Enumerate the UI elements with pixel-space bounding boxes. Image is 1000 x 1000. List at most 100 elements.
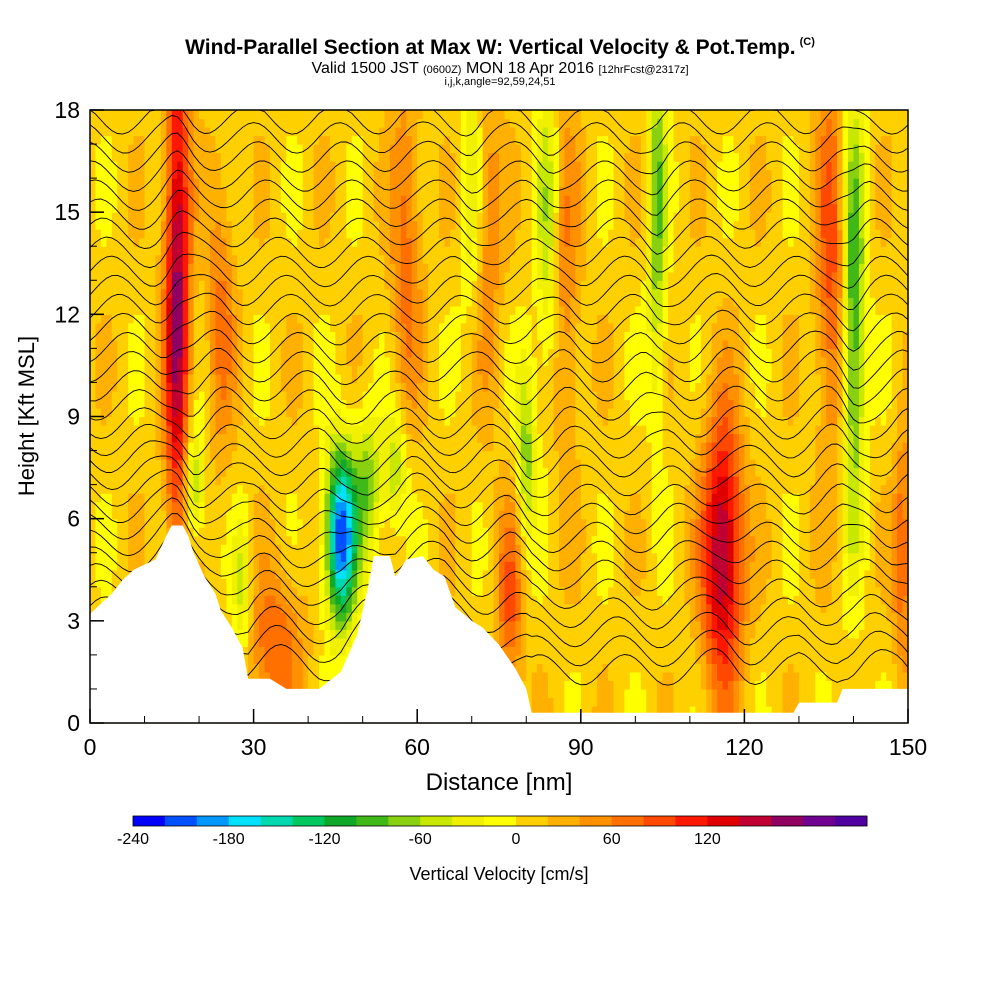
velocity-cell <box>471 535 478 545</box>
velocity-cell <box>319 569 326 579</box>
velocity-cell <box>842 620 849 630</box>
velocity-cell <box>831 629 838 639</box>
velocity-cell <box>711 484 718 494</box>
velocity-cell <box>706 663 713 673</box>
velocity-cell <box>526 493 533 503</box>
velocity-cell <box>509 501 516 511</box>
velocity-cell <box>537 493 544 503</box>
velocity-cell <box>848 646 855 656</box>
velocity-cell <box>291 595 298 605</box>
velocity-cell <box>111 459 118 469</box>
velocity-cell <box>602 697 609 707</box>
velocity-cell <box>346 603 353 613</box>
velocity-cell <box>629 680 636 690</box>
velocity-cell <box>308 467 315 477</box>
velocity-cell <box>831 484 838 494</box>
velocity-cell <box>297 535 304 545</box>
velocity-cell <box>640 484 647 494</box>
velocity-cell <box>220 484 227 494</box>
velocity-cell <box>558 705 566 716</box>
velocity-cell <box>629 671 636 682</box>
velocity-cell <box>439 442 446 452</box>
velocity-cell <box>717 510 724 520</box>
velocity-cell <box>166 510 173 520</box>
velocity-cell <box>340 493 347 503</box>
velocity-cell <box>291 510 298 520</box>
velocity-cell <box>242 544 249 554</box>
velocity-cell <box>744 688 751 699</box>
velocity-cell <box>291 501 298 511</box>
velocity-cell <box>340 578 347 588</box>
velocity-cell <box>209 459 217 469</box>
velocity-cell <box>264 510 271 520</box>
velocity-cell <box>624 493 631 503</box>
velocity-cell <box>542 680 549 690</box>
velocity-cell <box>264 484 271 494</box>
velocity-cell <box>575 569 582 579</box>
velocity-cell <box>231 535 238 545</box>
velocity-cell <box>891 603 898 613</box>
velocity-cell <box>891 442 898 452</box>
velocity-cell <box>209 578 217 588</box>
velocity-cell <box>428 467 435 477</box>
velocity-cell <box>269 535 277 545</box>
velocity-cell <box>542 595 549 605</box>
velocity-cell <box>133 450 140 460</box>
velocity-cell <box>329 518 336 528</box>
velocity-cell <box>280 561 287 571</box>
velocity-cell <box>182 433 189 443</box>
velocity-cell <box>558 646 566 656</box>
velocity-cell <box>346 646 353 656</box>
velocity-cell <box>188 459 195 469</box>
velocity-cell <box>733 552 740 562</box>
velocity-cell <box>144 484 151 494</box>
velocity-cell <box>226 612 233 622</box>
velocity-cell <box>891 476 898 486</box>
velocity-cell <box>902 569 909 579</box>
velocity-cell <box>406 527 413 537</box>
velocity-cell <box>237 544 244 554</box>
velocity-cell <box>749 527 756 537</box>
velocity-cell <box>509 535 516 545</box>
velocity-cell <box>738 595 745 605</box>
velocity-cell <box>695 484 702 494</box>
velocity-cell <box>668 467 675 477</box>
velocity-cell <box>722 535 729 545</box>
velocity-cell <box>166 459 173 469</box>
velocity-cell <box>520 654 527 664</box>
velocity-cell <box>313 518 320 528</box>
velocity-cell <box>526 561 533 571</box>
velocity-cell <box>275 612 282 622</box>
velocity-cell <box>526 501 533 511</box>
velocity-cell <box>733 671 740 682</box>
velocity-cell <box>90 595 97 605</box>
velocity-cell <box>122 518 129 528</box>
velocity-cell <box>651 663 658 673</box>
velocity-cell <box>526 459 533 469</box>
velocity-cell <box>668 705 675 716</box>
velocity-cell <box>275 476 282 486</box>
velocity-cell <box>313 637 320 647</box>
velocity-cell <box>499 527 506 537</box>
velocity-cell <box>668 459 675 469</box>
velocity-cell <box>537 484 544 494</box>
velocity-cell <box>259 442 266 452</box>
velocity-cell <box>128 510 135 520</box>
velocity-cell <box>548 663 555 673</box>
velocity-cell <box>706 535 713 545</box>
velocity-cell <box>548 680 555 690</box>
velocity-cell <box>733 510 740 520</box>
velocity-cell <box>651 544 658 554</box>
velocity-cell <box>635 663 642 673</box>
velocity-cell <box>111 493 118 503</box>
velocity-cell <box>548 518 555 528</box>
velocity-cell <box>308 586 315 596</box>
velocity-cell <box>531 501 538 511</box>
velocity-cell <box>711 493 718 503</box>
velocity-cell <box>575 484 582 494</box>
velocity-cell <box>580 654 587 664</box>
velocity-cell <box>722 561 729 571</box>
velocity-cell <box>640 586 647 596</box>
velocity-cell <box>869 518 876 528</box>
velocity-cell <box>629 493 636 503</box>
